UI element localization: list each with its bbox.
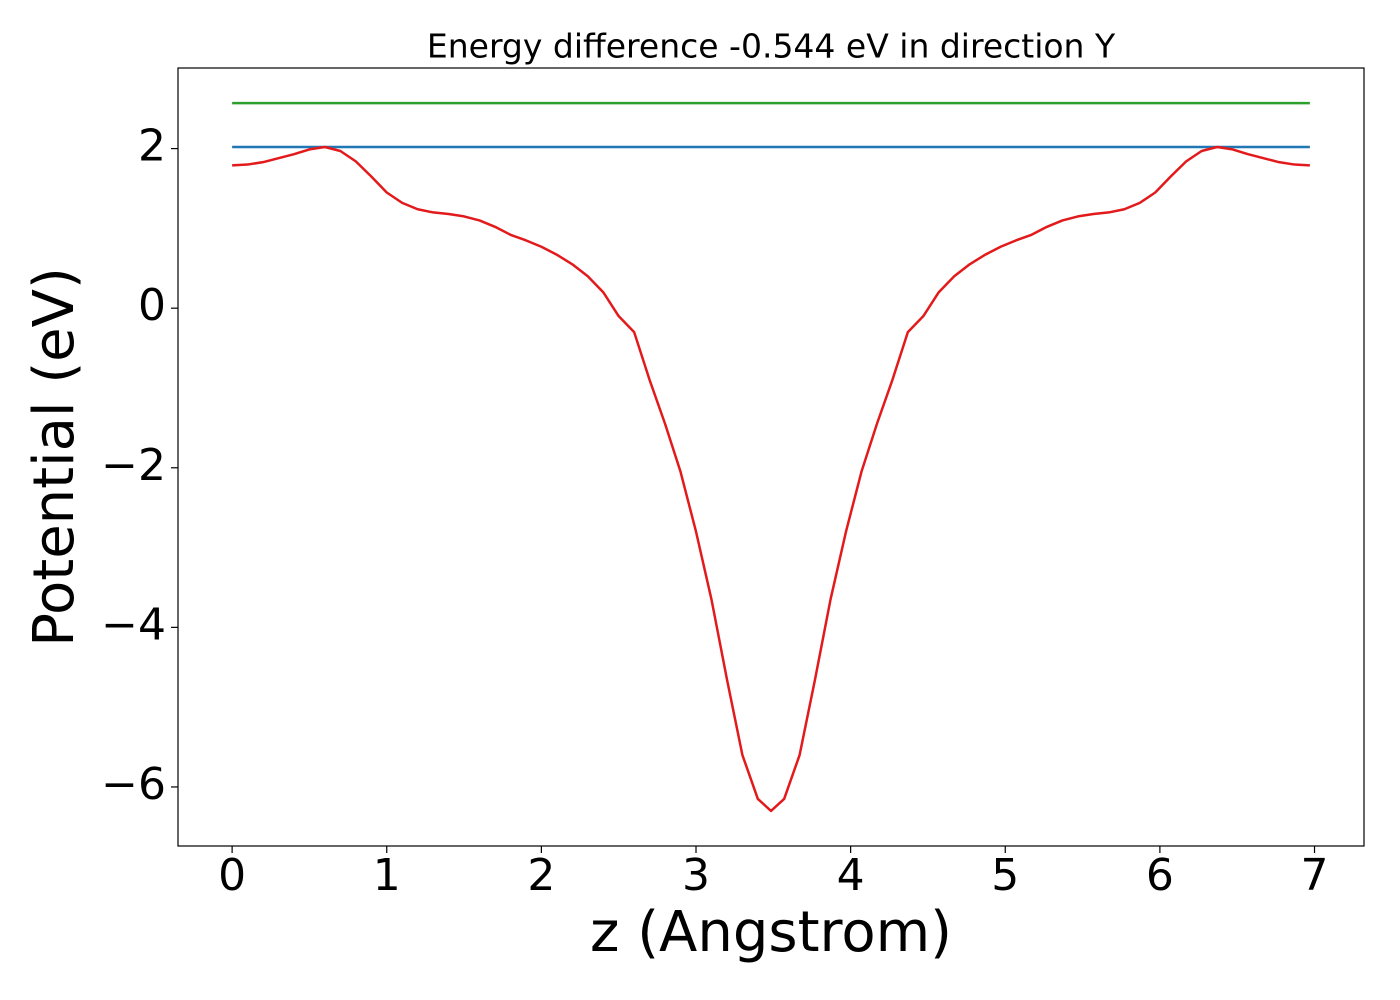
x-tick-label: 0	[218, 850, 246, 901]
x-tick-label: 7	[1301, 850, 1329, 901]
chart-title: Energy difference -0.544 eV in direction…	[427, 27, 1116, 66]
x-tick-label: 3	[682, 850, 710, 901]
x-tick-label: 5	[991, 850, 1019, 901]
x-axis-label: z (Angstrom)	[590, 900, 952, 965]
y-tick-label: −4	[101, 599, 166, 650]
x-tick-label: 2	[527, 850, 555, 901]
y-axis-label: Potential (eV)	[22, 267, 87, 647]
x-tick-label: 4	[837, 850, 865, 901]
line	[232, 145, 1310, 813]
plot-frame	[177, 67, 1365, 847]
y-tick-label: 0	[138, 280, 166, 331]
y-tick-label: −6	[101, 759, 166, 810]
x-tick-label: 1	[373, 850, 401, 901]
y-tick-label: −2	[101, 440, 166, 491]
x-tick-label: 6	[1146, 850, 1174, 901]
y-tick-label: 2	[138, 121, 166, 172]
